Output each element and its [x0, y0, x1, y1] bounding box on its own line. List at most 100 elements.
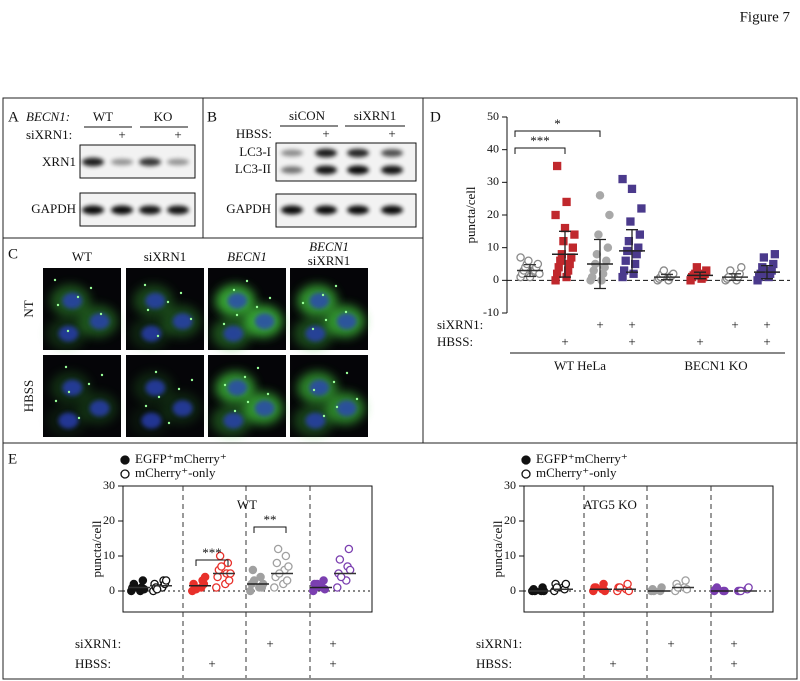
- nucleus: [227, 379, 248, 396]
- nucleus: [336, 400, 357, 417]
- puncta: [156, 334, 160, 338]
- puncta: [190, 378, 194, 382]
- treatment-mark: +: [118, 127, 125, 142]
- puncta: [322, 414, 326, 418]
- point: [681, 576, 690, 585]
- point: [281, 551, 291, 561]
- condition-mark: +: [696, 334, 703, 349]
- point: [619, 266, 629, 275]
- nucleus: [145, 292, 166, 309]
- point: [702, 266, 711, 275]
- point: [744, 583, 753, 592]
- point: [282, 576, 292, 585]
- significance-bracket: [253, 526, 287, 533]
- genotype: WT: [93, 109, 113, 124]
- nucleus: [254, 400, 275, 417]
- band: [347, 148, 369, 158]
- condition-label: HBSS:: [476, 656, 512, 671]
- nucleus: [305, 325, 326, 342]
- point: [224, 576, 234, 585]
- column-header: siXRN1: [144, 249, 187, 264]
- condition-label: siXRN1:: [476, 636, 522, 651]
- point: [567, 253, 576, 262]
- panel-letter: D: [430, 109, 441, 125]
- blot-label: GAPDH: [31, 201, 76, 216]
- puncta: [311, 327, 315, 331]
- column-header: BECN1: [227, 249, 267, 264]
- error-bar: [729, 273, 741, 281]
- puncta: [53, 278, 57, 282]
- point: [335, 555, 345, 564]
- puncta: [143, 283, 147, 287]
- puncta: [233, 409, 237, 413]
- band: [347, 165, 369, 175]
- condition-label: siXRN1:: [75, 636, 121, 651]
- band: [82, 205, 104, 215]
- treatment-label: siXRN1:: [26, 127, 72, 142]
- puncta: [345, 371, 349, 375]
- charts: -10 0 10 20 30 40 50 puncta/cell siXRN1: + + + + HBSS…: [75, 109, 790, 678]
- y-tick-label: 40: [487, 141, 499, 155]
- point: [634, 243, 643, 252]
- y-tick-label: 20: [487, 207, 499, 221]
- point: [726, 266, 735, 275]
- puncta: [245, 279, 249, 283]
- significance-label: ***: [530, 133, 550, 148]
- significance-bracket: [514, 130, 601, 137]
- point: [191, 585, 201, 594]
- nucleus: [223, 412, 244, 429]
- y-tick-label: 10: [103, 548, 115, 562]
- point: [659, 266, 669, 275]
- condition-mark: +: [730, 636, 737, 651]
- row-label: NT: [21, 300, 36, 317]
- point: [605, 210, 614, 220]
- point: [759, 253, 769, 262]
- group-label: WT HeLa: [554, 358, 606, 373]
- plot-frame: [523, 485, 774, 613]
- legend-marker: [120, 469, 130, 479]
- band: [315, 165, 337, 175]
- point: [624, 586, 634, 596]
- point: [256, 572, 265, 582]
- panel-frames: [2, 97, 798, 680]
- puncta: [154, 370, 158, 374]
- point: [552, 583, 562, 592]
- nucleus: [309, 292, 330, 309]
- blot-label: XRN1: [42, 154, 76, 169]
- significance-label: **: [264, 512, 277, 527]
- point: [758, 263, 767, 272]
- point: [770, 250, 780, 259]
- puncta: [334, 284, 338, 288]
- band: [167, 205, 189, 215]
- legend-label: mCherry⁺-only: [536, 465, 617, 480]
- point: [333, 583, 342, 592]
- blots: [79, 144, 196, 227]
- y-tick-label: 0: [510, 583, 516, 597]
- puncta: [268, 296, 272, 300]
- condition-label: HBSS:: [236, 126, 272, 141]
- condition-mark: +: [731, 317, 738, 332]
- band: [315, 148, 337, 158]
- point: [319, 576, 328, 585]
- error-bar: [559, 230, 571, 278]
- nucleus: [58, 325, 79, 342]
- band: [381, 149, 403, 157]
- point: [621, 256, 630, 265]
- band: [381, 165, 403, 175]
- puncta: [89, 286, 93, 290]
- significance-label: *: [554, 116, 561, 131]
- band: [315, 205, 337, 215]
- puncta: [177, 387, 181, 391]
- condition-mark: +: [329, 636, 336, 651]
- point: [657, 583, 666, 592]
- treatment-mark: +: [174, 127, 181, 142]
- legend-label: EGFP⁺mCherry⁺: [135, 451, 227, 466]
- error-bar: [661, 273, 673, 281]
- puncta: [166, 300, 170, 304]
- condition-mark: +: [322, 126, 329, 141]
- puncta: [344, 310, 348, 314]
- band: [281, 166, 303, 174]
- puncta: [99, 312, 103, 316]
- genotype: KO: [154, 109, 173, 124]
- condition-mark: +: [763, 317, 770, 332]
